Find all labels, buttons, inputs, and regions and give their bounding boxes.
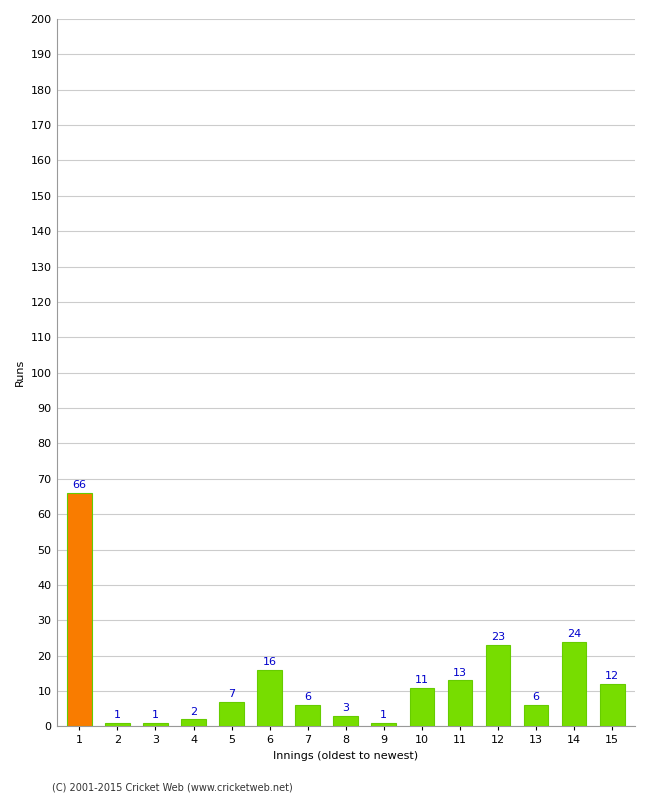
Bar [181,719,206,726]
Text: 6: 6 [532,692,540,702]
Text: 23: 23 [491,632,505,642]
Text: 1: 1 [152,710,159,720]
Text: 3: 3 [343,703,349,713]
Text: 11: 11 [415,674,429,685]
Bar [333,716,358,726]
Bar [524,705,549,726]
Text: 13: 13 [453,668,467,678]
Bar [486,645,510,726]
Bar [295,705,320,726]
Text: 16: 16 [263,657,277,667]
Bar [600,684,625,726]
Text: 24: 24 [567,629,581,638]
Text: 12: 12 [605,671,619,681]
X-axis label: Innings (oldest to newest): Innings (oldest to newest) [273,751,419,761]
Bar [67,493,92,726]
Text: 66: 66 [72,480,86,490]
Text: 6: 6 [304,692,311,702]
Bar [143,723,168,726]
Bar [257,670,282,726]
Bar [448,681,473,726]
Text: (C) 2001-2015 Cricket Web (www.cricketweb.net): (C) 2001-2015 Cricket Web (www.cricketwe… [52,782,292,792]
Text: 2: 2 [190,706,197,717]
Text: 1: 1 [380,710,387,720]
Bar [371,723,396,726]
Bar [562,642,586,726]
Text: 1: 1 [114,710,121,720]
Bar [219,702,244,726]
Text: 7: 7 [228,689,235,699]
Bar [410,687,434,726]
Bar [105,723,130,726]
Y-axis label: Runs: Runs [15,359,25,386]
